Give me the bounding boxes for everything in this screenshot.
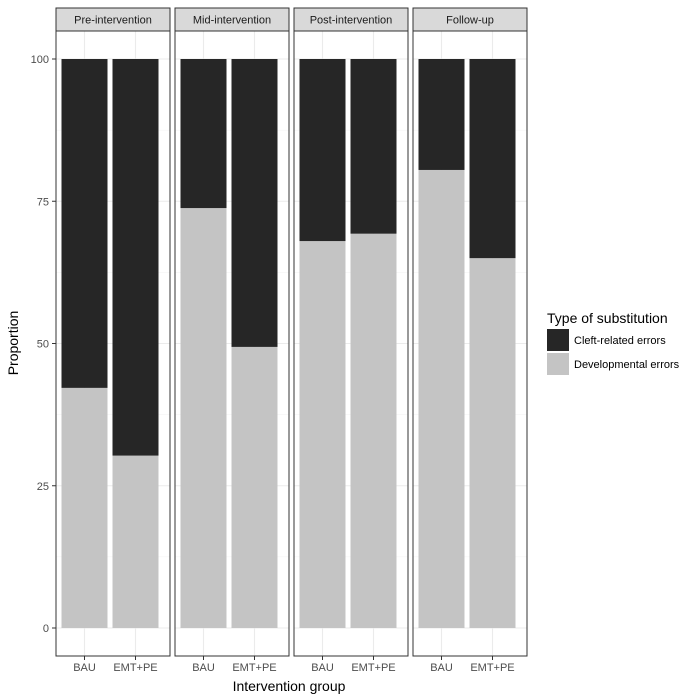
facet-panel: Post-intervention (293, 7, 409, 657)
x-tick-label: BAU (192, 662, 215, 674)
bar-segment (350, 233, 397, 629)
x-tick-label: BAU (430, 662, 453, 674)
facet-strip-label: Pre-intervention (74, 15, 152, 27)
bar-segment (61, 59, 108, 388)
x-axis: BAU EMT+PE BAU EMT+PE BAU EMT+PE BAU EMT+PE (73, 656, 515, 674)
facet-panel: Follow-up (412, 7, 528, 657)
x-tick-label: EMT+PE (113, 662, 157, 674)
facet-panels: Pre-intervention Mid-intervention Post-int… (55, 7, 528, 657)
bar-segment (231, 59, 278, 347)
legend-label-developmental: Developmental errors (574, 359, 680, 371)
bar-segment (299, 241, 346, 628)
legend-label-cleft: Cleft-related errors (574, 335, 666, 347)
x-tick-label: EMT+PE (232, 662, 276, 674)
bar-segment (231, 346, 278, 628)
bar-segment (112, 455, 159, 628)
bar-segment (180, 59, 227, 209)
x-tick-label: EMT+PE (470, 662, 514, 674)
x-tick-label: BAU (311, 662, 334, 674)
legend-key-cleft (547, 329, 569, 351)
legend-title: Type of substitution (547, 310, 668, 326)
legend-key-developmental (547, 353, 569, 375)
y-tick-label: 75 (37, 196, 49, 208)
bar-segment (418, 169, 465, 628)
x-tick-label: BAU (73, 662, 96, 674)
facet-panel: Pre-intervention (55, 7, 171, 657)
bar-segment (61, 387, 108, 628)
bar-segment (469, 59, 516, 259)
bar-segment (299, 59, 346, 242)
panel-border (174, 30, 290, 657)
panel-border (412, 30, 528, 657)
bar-segment (180, 208, 227, 628)
panel-border (293, 30, 409, 657)
x-tick-label: EMT+PE (351, 662, 395, 674)
facet-strip-label: Follow-up (446, 15, 494, 27)
y-tick-label: 100 (31, 54, 49, 66)
facet-strip-label: Mid-intervention (193, 15, 271, 27)
x-axis-title: Intervention group (233, 678, 346, 694)
bar-segment (418, 59, 465, 170)
facet-panel: Mid-intervention (174, 7, 290, 657)
y-axis: 0 25 50 75 100 (31, 54, 56, 635)
facet-strip-label: Post-intervention (310, 15, 393, 27)
bar-segment (112, 59, 159, 456)
y-tick-label: 0 (43, 623, 49, 635)
y-tick-label: 50 (37, 339, 49, 351)
bar-segment (469, 258, 516, 628)
bar-segment (350, 59, 397, 234)
y-tick-label: 25 (37, 481, 49, 493)
y-axis-title: Proportion (5, 311, 21, 376)
legend: Type of substitution Cleft-related error… (547, 310, 680, 375)
